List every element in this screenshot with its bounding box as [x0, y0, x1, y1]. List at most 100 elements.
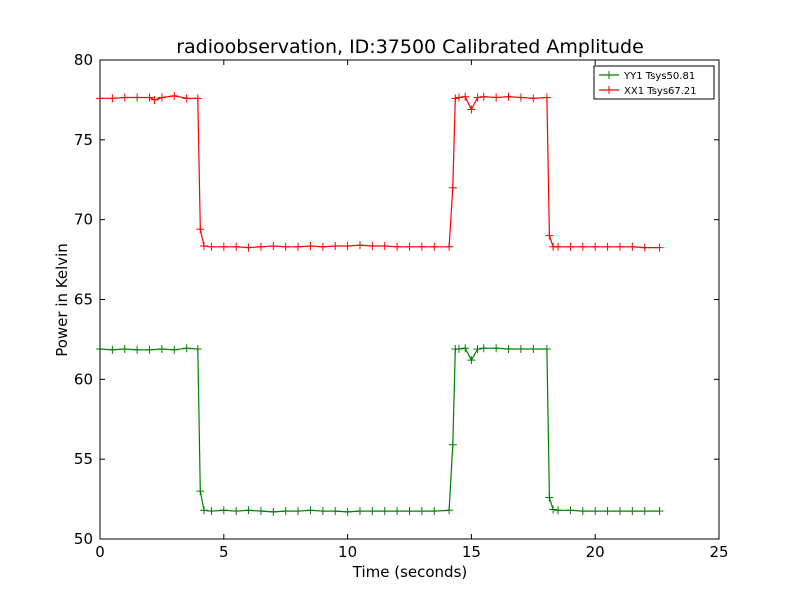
data-point — [445, 242, 454, 251]
data-point — [219, 506, 228, 515]
data-point — [473, 93, 482, 102]
data-point — [269, 507, 278, 516]
data-point — [133, 93, 142, 102]
data-point — [294, 507, 303, 516]
data-point — [219, 242, 228, 251]
data-point — [294, 242, 303, 251]
data-point — [516, 344, 525, 353]
data-point — [655, 507, 664, 516]
data-point — [591, 507, 600, 516]
data-point — [244, 243, 253, 252]
data-point — [545, 493, 554, 502]
data-point — [542, 93, 551, 102]
data-point — [108, 94, 117, 103]
y-tick-label: 55 — [74, 450, 93, 468]
x-tick-label: 10 — [338, 543, 357, 561]
axes-layer: 0 5 10 15 20 25 50 55 60 65 70 75 80 — [74, 51, 729, 561]
data-point — [655, 243, 664, 252]
data-point — [554, 242, 563, 251]
data-point — [448, 183, 457, 192]
data-point — [232, 242, 241, 251]
data-point — [393, 242, 402, 251]
data-point — [157, 93, 166, 102]
y-tick-label: 65 — [74, 291, 93, 309]
data-point — [405, 242, 414, 251]
data-point — [545, 231, 554, 240]
data-point — [318, 507, 327, 516]
y-axis-label: Power in Kelvin — [53, 243, 71, 357]
data-point — [504, 92, 513, 101]
data-point — [504, 344, 513, 353]
data-point — [578, 242, 587, 251]
data-point — [331, 507, 340, 516]
data-point — [368, 242, 377, 251]
data-point — [603, 507, 612, 516]
data-point — [170, 345, 179, 354]
x-tick-label: 5 — [219, 543, 229, 561]
data-point — [615, 242, 624, 251]
y-tick-label: 70 — [74, 211, 93, 229]
data-point — [108, 345, 117, 354]
data-point — [451, 94, 460, 103]
data-point — [628, 507, 637, 516]
plot-background — [100, 60, 719, 539]
data-point — [448, 440, 457, 449]
data-point — [281, 507, 290, 516]
data-point — [417, 242, 426, 251]
data-point — [430, 507, 439, 516]
data-point — [479, 92, 488, 101]
data-point — [145, 345, 154, 354]
data-point — [455, 93, 464, 102]
data-point — [628, 242, 637, 251]
data-point — [405, 507, 414, 516]
data-point — [445, 506, 454, 515]
legend[interactable]: YY1 Tsys50.81 XX1 Tsys67.21 — [593, 65, 715, 100]
legend-item-0[interactable]: YY1 Tsys50.81 — [599, 71, 695, 82]
plot-area — [100, 60, 719, 539]
data-point — [207, 507, 216, 516]
data-point — [417, 507, 426, 516]
data-point — [306, 242, 315, 251]
data-point — [256, 242, 265, 251]
data-point — [355, 507, 364, 516]
data-point — [281, 242, 290, 251]
data-point — [355, 241, 364, 250]
data-point — [331, 242, 340, 251]
data-point — [150, 95, 159, 104]
data-point — [182, 94, 191, 103]
data-point — [461, 344, 470, 353]
x-tick-label: 20 — [586, 543, 605, 561]
data-point — [196, 225, 205, 234]
data-point — [455, 344, 464, 353]
data-point — [182, 344, 191, 353]
data-point — [133, 345, 142, 354]
data-point — [120, 344, 129, 353]
data-point — [368, 507, 377, 516]
x-tick-label: 25 — [709, 543, 728, 561]
data-point — [492, 93, 501, 102]
series-1 — [96, 91, 664, 252]
data-point — [566, 506, 575, 515]
legend-item-1[interactable]: XX1 Tsys67.21 — [599, 86, 697, 97]
y-tick-label: 50 — [74, 530, 93, 548]
data-point — [430, 242, 439, 251]
data-point — [467, 105, 476, 114]
data-point — [232, 507, 241, 516]
legend-marker — [605, 71, 613, 79]
data-point — [640, 243, 649, 252]
data-point — [603, 242, 612, 251]
data-point — [170, 91, 179, 100]
data-point — [615, 507, 624, 516]
x-tick-label: 0 — [95, 543, 105, 561]
data-point — [193, 344, 202, 353]
data-point — [199, 242, 208, 251]
data-point — [516, 93, 525, 102]
data-point — [578, 507, 587, 516]
data-point — [306, 506, 315, 515]
x-tick-label: 15 — [462, 543, 481, 561]
data-point — [193, 94, 202, 103]
data-point — [380, 507, 389, 516]
data-point — [492, 344, 501, 353]
data-point — [591, 242, 600, 251]
